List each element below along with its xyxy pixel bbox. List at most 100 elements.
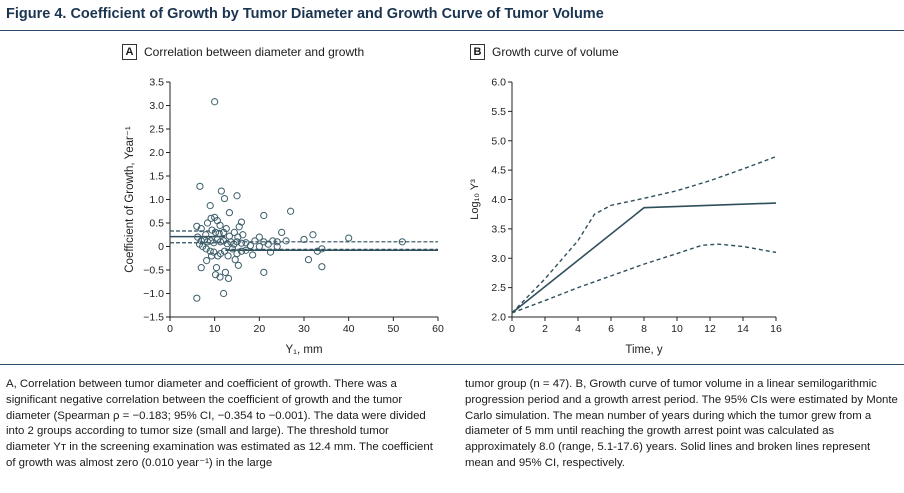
data-point bbox=[255, 242, 263, 251]
y-tick-label: 3.5 bbox=[149, 77, 164, 89]
x-tick-label: 4 bbox=[575, 323, 581, 335]
data-point bbox=[220, 194, 229, 203]
data-point bbox=[216, 249, 225, 258]
data-point bbox=[228, 245, 237, 253]
data-point bbox=[220, 289, 228, 298]
y-tick-label: 2.5 bbox=[491, 282, 506, 294]
data-point bbox=[398, 238, 406, 246]
figure-title: Figure 4. Coefficient of Growth by Tumor… bbox=[6, 6, 604, 22]
data-point bbox=[207, 252, 216, 260]
chart-a: 0 10 20 30 40 50 60 −1.5 −1.0 −0.5 0 0.5 1.0 1.5 2.0 2.… bbox=[124, 77, 444, 357]
y-tick-label: 0 bbox=[158, 241, 164, 253]
y-tick-label: 6.0 bbox=[491, 77, 506, 89]
data-point bbox=[300, 235, 308, 244]
data-point bbox=[211, 228, 220, 236]
x-tick-label: 0 bbox=[167, 323, 173, 335]
data-point bbox=[260, 211, 268, 220]
data-point bbox=[237, 247, 246, 255]
data-point bbox=[278, 228, 286, 236]
x-axis-label: Time, y bbox=[625, 344, 663, 356]
data-point bbox=[269, 237, 277, 245]
panel-b-header: B Growth curve of volume bbox=[470, 44, 619, 60]
data-point bbox=[197, 225, 205, 233]
y-axis-label: Log₁₀ Y³ bbox=[469, 179, 481, 220]
data-point bbox=[260, 268, 268, 276]
data-point bbox=[220, 247, 229, 255]
data-point bbox=[197, 264, 205, 272]
data-point bbox=[216, 221, 224, 229]
data-point bbox=[216, 238, 225, 246]
data-point bbox=[233, 238, 241, 246]
data-point bbox=[223, 240, 231, 248]
data-point bbox=[208, 226, 216, 234]
x-tick-label: 0 bbox=[509, 323, 515, 335]
chart-b: 0 2 4 6 8 10 12 14 16 2.0 2.5 3.0 3.5 4.0 4.5 5.0 5.5 6.0… bbox=[469, 77, 782, 357]
y-tick-label: 3.0 bbox=[491, 253, 506, 265]
data-point bbox=[304, 256, 313, 264]
data-point bbox=[202, 245, 210, 253]
data-point bbox=[242, 239, 250, 247]
data-point bbox=[251, 237, 259, 245]
data-point bbox=[273, 242, 281, 251]
ci-curve bbox=[511, 243, 777, 314]
data-point bbox=[202, 231, 210, 239]
panel-b-letter: B bbox=[470, 44, 485, 60]
data-point bbox=[246, 241, 254, 250]
panel-a-letter: A bbox=[122, 44, 137, 60]
x-tick-label: 8 bbox=[641, 323, 647, 335]
divider bbox=[0, 364, 904, 365]
x-tick-label: 60 bbox=[432, 323, 444, 335]
y-tick-label: 4.0 bbox=[491, 194, 506, 206]
y-tick-label: 0.5 bbox=[149, 218, 164, 230]
data-point bbox=[211, 98, 219, 106]
x-tick-label: 40 bbox=[343, 323, 355, 335]
y-tick-label: −1.0 bbox=[143, 288, 164, 300]
x-tick-label: 10 bbox=[671, 323, 683, 335]
x-tick-label: 10 bbox=[209, 323, 221, 335]
y-tick-label: 2.5 bbox=[149, 124, 164, 136]
data-point bbox=[230, 228, 238, 236]
data-point bbox=[217, 187, 225, 195]
data-point bbox=[233, 192, 241, 200]
y-tick-label: 5.0 bbox=[491, 135, 506, 147]
data-point bbox=[287, 207, 295, 215]
y-tick-label: −1.5 bbox=[143, 312, 164, 324]
data-point bbox=[249, 251, 257, 259]
y-tick-label: 3.0 bbox=[149, 100, 164, 112]
y-tick-label: 2.0 bbox=[491, 312, 506, 324]
x-tick-label: 50 bbox=[387, 323, 399, 335]
panel-a-header: A Correlation between diameter and growt… bbox=[122, 44, 364, 60]
data-point bbox=[222, 225, 230, 233]
y-axis-label: Coefficient of Growth, Year⁻¹ bbox=[124, 126, 136, 273]
data-point bbox=[221, 268, 229, 276]
data-point bbox=[224, 252, 232, 260]
panel-a-heading: Correlation between diameter and growth bbox=[144, 45, 365, 59]
data-point bbox=[210, 248, 218, 256]
data-point bbox=[345, 234, 353, 242]
data-point bbox=[273, 238, 281, 246]
data-point bbox=[318, 263, 326, 271]
x-tick-label: 14 bbox=[737, 323, 749, 335]
data-point bbox=[242, 246, 250, 254]
y-tick-label: 1.0 bbox=[149, 194, 164, 206]
data-point bbox=[282, 237, 290, 245]
data-point bbox=[194, 233, 202, 241]
x-tick-label: 30 bbox=[298, 323, 310, 335]
data-point bbox=[309, 231, 317, 239]
title-bar: Figure 4. Coefficient of Growth by Tumor… bbox=[0, 0, 904, 31]
data-point bbox=[266, 248, 275, 256]
data-point bbox=[231, 256, 239, 264]
x-tick-label: 6 bbox=[608, 323, 614, 335]
y-tick-label: 3.5 bbox=[491, 223, 506, 235]
data-point bbox=[234, 261, 242, 269]
x-tick-label: 12 bbox=[704, 323, 716, 335]
data-point bbox=[203, 219, 212, 227]
data-point bbox=[225, 209, 234, 217]
caption-left: A, Correlation between tumor diameter an… bbox=[6, 378, 433, 469]
mean-curve bbox=[511, 202, 777, 314]
data-point bbox=[235, 223, 243, 231]
caption-right: tumor group (n = 47). B, Growth curve of… bbox=[465, 378, 898, 469]
data-point bbox=[199, 242, 207, 251]
data-point bbox=[237, 239, 246, 247]
data-point bbox=[206, 247, 214, 255]
